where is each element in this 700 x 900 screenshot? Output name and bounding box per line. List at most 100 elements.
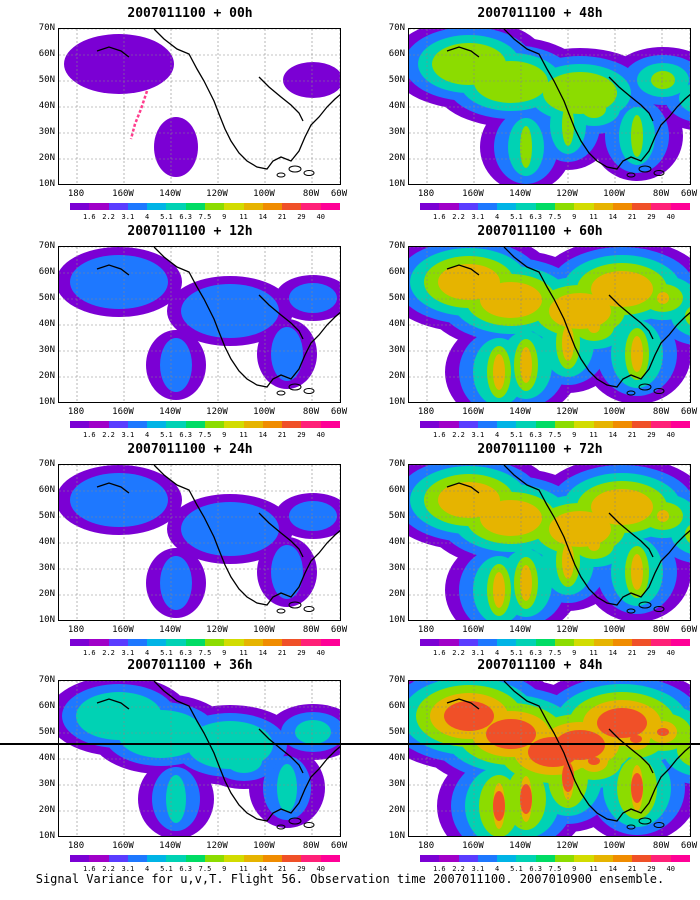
map-svg <box>59 465 340 620</box>
colorbar-swatch <box>127 203 148 210</box>
latitude-label: 10N <box>38 615 55 625</box>
panel-title: 2007011100 + 24h <box>127 442 253 457</box>
latitude-label: 70N <box>38 459 55 469</box>
longitude-label: 160W <box>112 625 134 635</box>
variance-contour <box>154 117 198 177</box>
colorbar-label: 7.5 <box>198 213 212 221</box>
colorbar-label: 5.1 <box>160 213 173 221</box>
variance-contour <box>160 556 192 610</box>
colorbar-label: 9 <box>572 431 577 439</box>
island-outline <box>303 388 315 394</box>
colorbar-swatch <box>204 203 225 210</box>
variance-contour <box>520 347 532 383</box>
latitude-label: 60N <box>388 49 405 59</box>
colorbar-swatch <box>127 421 148 428</box>
latitude-label: 20N <box>38 153 55 163</box>
island-outline <box>653 170 665 176</box>
coastline <box>153 29 340 170</box>
colorbar-swatch <box>301 855 321 862</box>
colorbar-label: 3.1 <box>121 865 135 873</box>
longitude-label: 80W <box>302 841 320 851</box>
colorbar-swatch <box>477 203 498 210</box>
colorbar-label: 2.2 <box>102 213 115 221</box>
longitude-label: 80W <box>652 841 670 851</box>
panel-title: 2007011100 + 48h <box>477 6 603 21</box>
variance-contour <box>528 737 578 767</box>
colorbar-label: 4 <box>495 431 500 439</box>
map-panel: 2007011100 + 24h 70N 60N 50N 40N 30N 20N 10N 180… <box>25 442 355 657</box>
variance-contour <box>166 775 186 823</box>
colorbar <box>420 421 690 428</box>
latitude-label: 60N <box>388 701 405 711</box>
colorbar-label: 14 <box>608 649 618 657</box>
colorbar-swatch <box>70 203 90 210</box>
colorbar-label: 11 <box>589 649 598 657</box>
colorbar-swatch <box>420 639 440 646</box>
latitude-label: 50N <box>388 511 405 521</box>
latitude-label: 50N <box>38 75 55 85</box>
longitude-label: 180 <box>417 841 435 851</box>
colorbar-swatch <box>70 855 90 862</box>
colorbar-label: 6.3 <box>179 649 193 657</box>
colorbar-swatch <box>224 855 244 862</box>
colorbar-label: 40 <box>316 431 325 439</box>
colorbar-swatch <box>651 203 671 210</box>
latitude-label: 30N <box>388 345 405 355</box>
longitude-label: 60W <box>680 189 698 199</box>
coastline <box>446 46 480 58</box>
longitude-label: 140W <box>509 189 531 199</box>
colorbar-swatch <box>670 855 690 862</box>
colorbar-label: 29 <box>297 865 306 873</box>
colorbar-label: 5.1 <box>510 649 523 657</box>
colorbar-label: 2.2 <box>102 649 115 657</box>
island-outline <box>638 383 652 391</box>
latitude-label: 20N <box>388 153 405 163</box>
colorbar-swatch <box>262 639 283 646</box>
variance-contour <box>685 524 690 544</box>
colorbar <box>420 639 690 646</box>
latitude-label: 20N <box>388 589 405 599</box>
colorbar-label: 6.3 <box>529 649 543 657</box>
colorbar-label: 29 <box>297 649 306 657</box>
colorbar <box>70 639 340 646</box>
colorbar-label: 21 <box>627 431 637 439</box>
variance-contour <box>493 354 505 390</box>
colorbar-label: 9 <box>222 649 227 657</box>
colorbar-swatch <box>535 203 555 210</box>
longitude-label: 140W <box>159 407 181 417</box>
longitude-label: 60W <box>330 407 348 417</box>
latitude-label: 60N <box>38 701 55 711</box>
coastline <box>96 482 130 494</box>
latitude-label: 20N <box>38 589 55 599</box>
latitude-label: 70N <box>388 23 405 33</box>
colorbar <box>70 421 340 428</box>
latitude-label: 20N <box>38 371 55 381</box>
colorbar-swatch <box>632 855 652 862</box>
variance-contour <box>118 710 204 758</box>
latitude-label: 60N <box>38 267 55 277</box>
latitude-label: 40N <box>388 753 405 763</box>
longitude-label: 80W <box>652 189 670 199</box>
coastline <box>608 294 654 340</box>
variance-contour <box>271 327 303 381</box>
colorbar-swatch <box>147 855 167 862</box>
latitude-label: 30N <box>38 563 55 573</box>
colorbar-swatch <box>301 421 321 428</box>
longitude-label: 100W <box>603 625 625 635</box>
colorbar-label: 1.6 <box>432 649 446 657</box>
colorbar-label: 5.1 <box>510 865 523 873</box>
colorbar-swatch <box>516 639 536 646</box>
colorbar-swatch <box>535 421 555 428</box>
variance-contour <box>588 321 600 333</box>
colorbar-swatch <box>574 855 594 862</box>
colorbar-swatch <box>301 203 321 210</box>
variance-contour <box>181 502 279 556</box>
island-outline <box>276 172 286 178</box>
colorbar-swatch <box>224 203 244 210</box>
latitude-label: 60N <box>38 49 55 59</box>
colorbar-swatch <box>612 421 633 428</box>
coastline <box>446 482 480 494</box>
colorbar-swatch <box>147 421 167 428</box>
latitude-label: 70N <box>388 459 405 469</box>
longitude-label: 160W <box>112 407 134 417</box>
